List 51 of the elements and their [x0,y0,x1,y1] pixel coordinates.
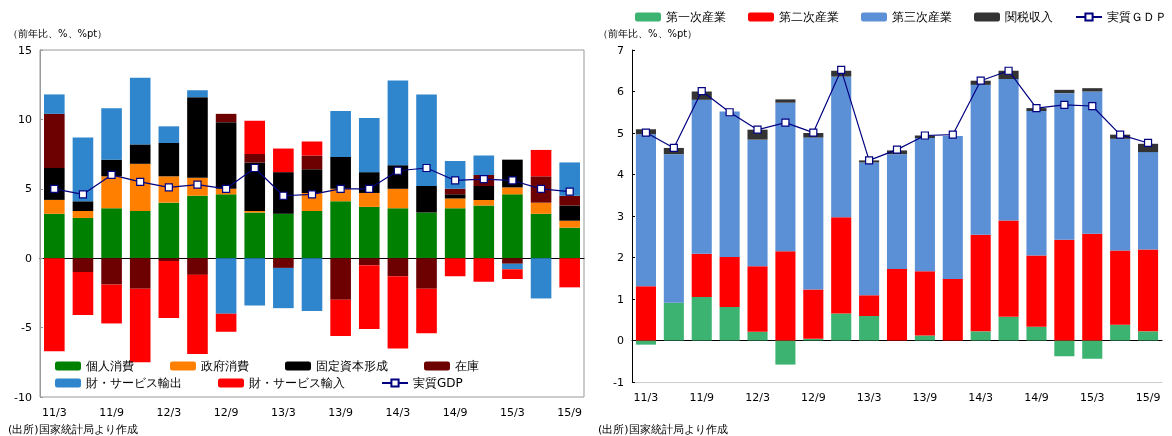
x-tick-label: 13/3 [271,406,296,419]
legend-label: 実質GDP [413,376,463,390]
y-tick-label: 5 [617,126,624,140]
legend-label: 関税収入 [1005,10,1053,24]
y-tick-label: 1 [617,292,624,306]
x-tick-label: 11/3 [41,406,67,419]
legend-label: 個人消費 [86,359,134,373]
x-tick-label: 13/3 [856,391,882,404]
x-tick-label: 13/9 [912,391,938,404]
x-tick-label: 12/9 [213,406,239,419]
y-tick-label: 2 [617,251,624,264]
y-tick-label: 5 [25,182,32,196]
x-tick-label: 14/3 [968,391,994,404]
text: (出所)国家統計局より作成 [598,423,728,436]
legend-label: 在庫 [455,359,479,373]
legend-label: 第三次産業 [892,10,952,24]
y-tick-label: 0 [617,334,624,347]
y-tick-label: 10 [18,112,32,126]
legend-label: 財・サービス輸出 [86,376,182,390]
y-tick-label: -10 [14,390,32,404]
x-tick-label: 15/9 [557,406,583,419]
legend-label: 財・サービス輸入 [249,376,345,390]
y-tick-label: 6 [617,85,624,98]
text: (出所)国家統計局より作成 [8,423,138,436]
y-axis-title: （前年比、%、%pt） [8,27,108,39]
y-tick-label: 3 [617,209,624,223]
x-tick-label: 11/3 [633,391,659,404]
x-tick-label: 11/9 [99,406,124,419]
y-tick-label: 15 [18,43,32,57]
x-tick-label: 12/3 [745,391,770,404]
x-tick-label: 11/9 [689,391,715,404]
y-tick-label: -5 [21,321,32,335]
legend-label: 第一次産業 [666,10,726,24]
y-tick-label: -1 [613,375,624,389]
y-tick-label: 0 [25,251,32,265]
y-tick-label: 4 [617,168,624,181]
legend-label: 固定資本形成 [316,359,388,373]
x-tick-label: 15/9 [1135,391,1161,404]
x-tick-label: 15/3 [500,406,525,419]
legend-label: 実質ＧＤＰ [1107,10,1167,24]
x-tick-label: 12/9 [800,391,826,404]
x-tick-label: 13/9 [328,406,353,419]
legend-label: 第二次産業 [779,10,839,24]
x-tick-label: 12/3 [156,406,182,419]
y-tick-label: 7 [617,43,624,57]
x-tick-label: 15/3 [1079,391,1105,404]
x-tick-label: 14/9 [1024,391,1049,404]
y-axis-title: （前年比、%、%pt） [598,27,698,39]
legend-label: 政府消費 [201,359,249,373]
x-tick-label: 14/9 [442,406,468,419]
x-tick-label: 14/3 [385,406,411,419]
